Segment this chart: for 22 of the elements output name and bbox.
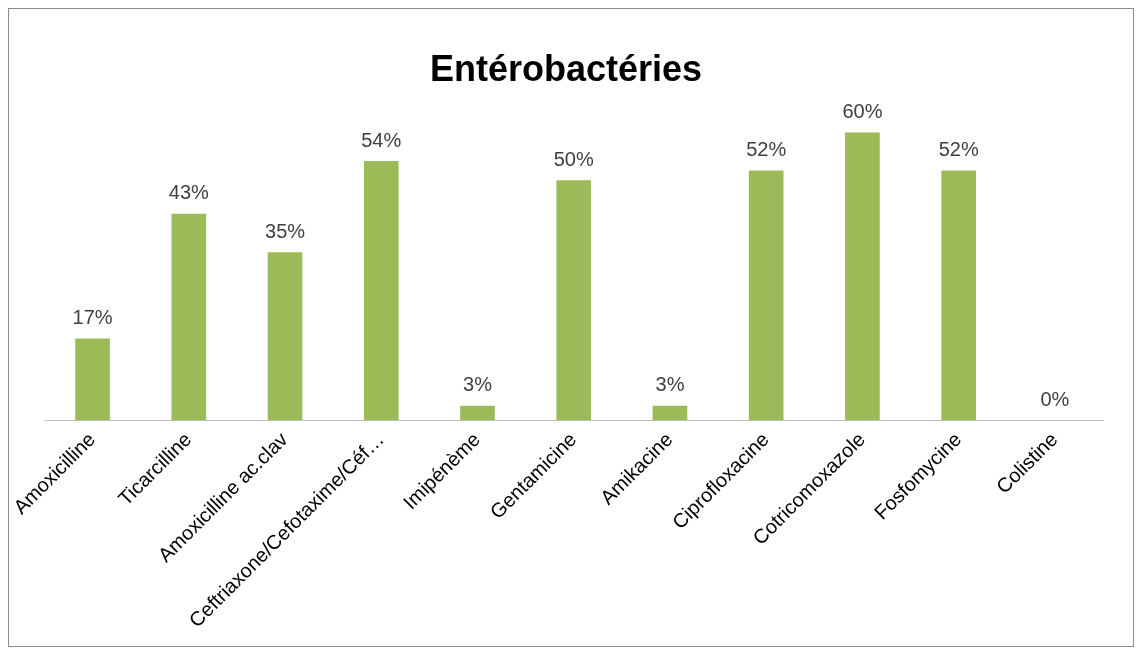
bar xyxy=(171,213,207,421)
bar xyxy=(267,252,303,421)
bar xyxy=(748,170,784,421)
bar xyxy=(460,405,495,421)
bar xyxy=(363,161,399,421)
data-label: 0% xyxy=(1040,387,1070,410)
data-label: 52% xyxy=(938,138,979,161)
data-label: 35% xyxy=(265,219,306,242)
bar xyxy=(941,170,976,421)
chart-title: Entérobactéries xyxy=(429,47,703,89)
data-label: 43% xyxy=(168,181,210,204)
data-label: 54% xyxy=(361,128,402,151)
data-label: 50% xyxy=(553,147,594,170)
data-label: 3% xyxy=(463,373,493,396)
bar xyxy=(652,405,688,421)
bar xyxy=(556,180,592,421)
data-label: 52% xyxy=(746,138,787,161)
bar xyxy=(75,338,110,421)
data-label: 17% xyxy=(72,306,113,329)
data-label: 3% xyxy=(655,373,685,396)
bar xyxy=(845,132,880,421)
data-label: 60% xyxy=(842,99,883,122)
